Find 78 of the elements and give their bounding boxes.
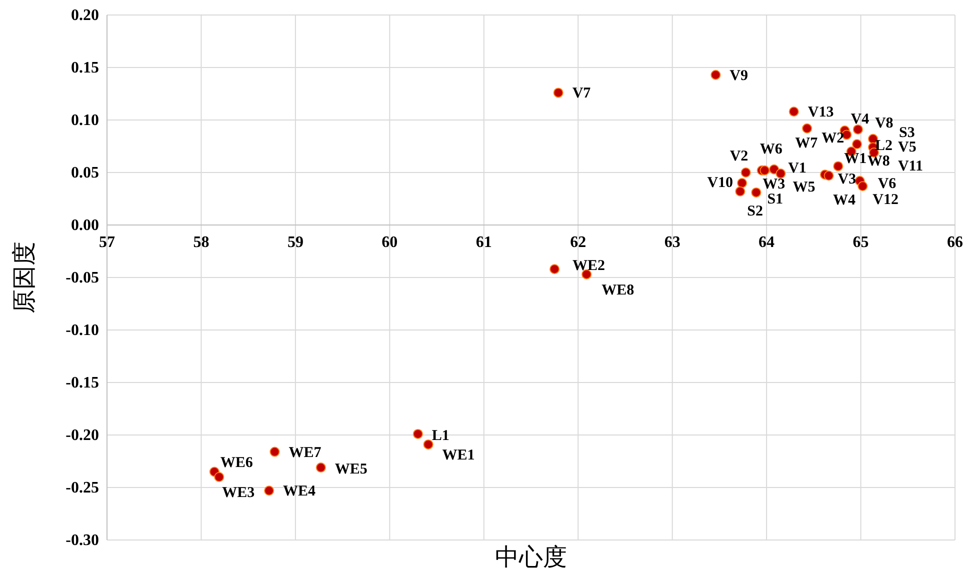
annotation: V13 (808, 104, 834, 121)
point (553, 88, 564, 98)
annotation: V3 (838, 172, 856, 188)
point (737, 178, 748, 188)
y-tick-label: -0.25 (66, 480, 99, 496)
y-tick-label: 0.05 (71, 164, 99, 182)
x-tick-label: 58 (193, 234, 210, 251)
x-axis-title: 中心度 (495, 543, 567, 571)
annotation: WE5 (334, 462, 368, 478)
x-tick-label: 60 (382, 234, 398, 251)
point (802, 123, 812, 134)
point (776, 168, 786, 179)
x-tick-label: 66 (947, 234, 963, 251)
annotation: WE7 (288, 444, 322, 461)
annotation: WE8 (602, 282, 634, 298)
point (710, 70, 721, 80)
point (751, 187, 762, 198)
y-tick-label: 0.15 (71, 60, 99, 76)
annotation: W5 (792, 180, 816, 196)
x-tick-label: 61 (476, 234, 492, 251)
annotation: W2 (822, 130, 844, 147)
point (214, 472, 224, 482)
annotation: V5 (898, 139, 916, 156)
point (316, 462, 326, 473)
annotation: WE6 (220, 454, 254, 471)
annotation: V6 (878, 176, 897, 192)
annotation: V7 (572, 86, 592, 102)
point (852, 124, 863, 134)
point (550, 264, 560, 274)
y-tick-label: -0.30 (66, 532, 99, 549)
annotation: S2 (747, 203, 764, 220)
x-tick-label: 62 (570, 234, 586, 251)
annotation: V8 (874, 115, 894, 132)
annotation: S1 (767, 191, 784, 208)
point (760, 165, 770, 176)
point (412, 428, 423, 439)
y-tick-label: -0.10 (66, 322, 99, 339)
annotation: V12 (872, 192, 899, 208)
annotation: W4 (832, 192, 856, 209)
annotation: V4 (850, 112, 870, 128)
point (270, 446, 280, 457)
annotation: V11 (898, 158, 923, 175)
annotation: V2 (730, 148, 748, 164)
annotation: W3 (762, 176, 786, 192)
point (423, 439, 434, 450)
point (858, 181, 868, 192)
annotation: V9 (730, 68, 748, 84)
x-tick-label: 64 (758, 234, 775, 251)
x-tick-label: 63 (664, 234, 680, 251)
annotation: W7 (795, 135, 818, 152)
point (264, 486, 274, 496)
x-tick-label: 59 (287, 234, 304, 251)
point (788, 106, 799, 117)
annotation: W8 (867, 154, 890, 170)
point (833, 161, 844, 172)
y-tick-label: 0.20 (71, 7, 99, 24)
point (740, 168, 751, 178)
annotation: W1 (844, 151, 867, 168)
y-tick-label: 0.10 (71, 112, 99, 129)
annotation: WE2 (572, 258, 606, 274)
annotation: V1 (788, 160, 806, 176)
annotation: S3 (899, 124, 915, 141)
point (824, 170, 834, 181)
point (852, 139, 862, 150)
y-tick-label: -0.15 (66, 374, 99, 392)
point (735, 186, 746, 196)
annotation: L1 (432, 428, 450, 444)
annotation: V10 (707, 175, 734, 191)
y-axis-title: 原因度 (10, 242, 38, 314)
y-tick-label: -0.20 (66, 427, 99, 444)
annotation: WE1 (442, 447, 475, 464)
annotation: W6 (760, 141, 783, 158)
annotation: WE4 (283, 484, 316, 500)
x-tick-label: 65 (852, 234, 869, 251)
x-tick-label: 57 (99, 234, 115, 251)
y-tick-label: 0.00 (71, 217, 99, 234)
annotation: WE3 (222, 485, 255, 501)
y-tick-label: -0.05 (66, 270, 99, 286)
